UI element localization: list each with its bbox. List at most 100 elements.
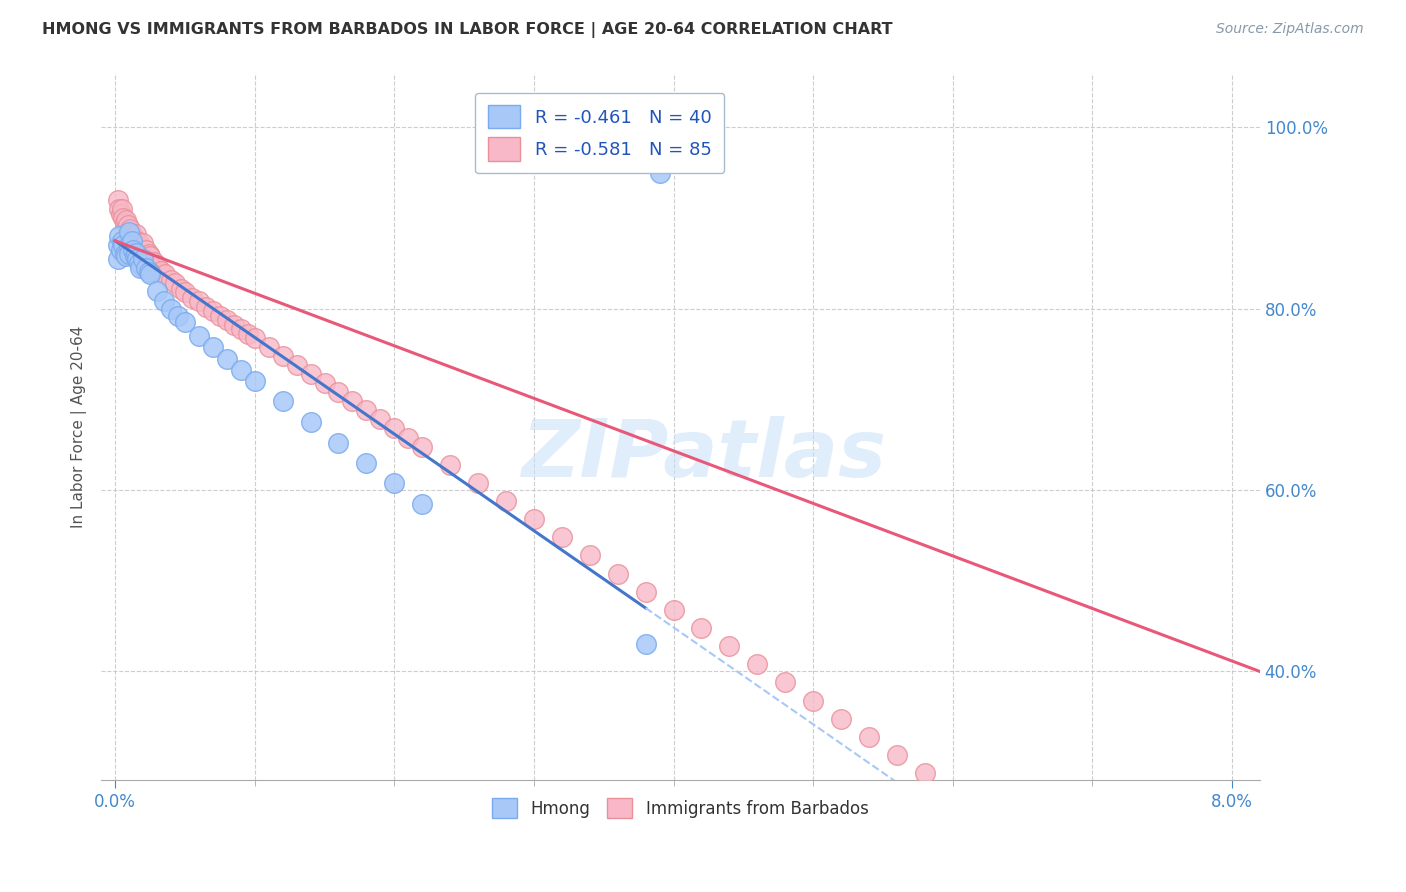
Point (285, 358, 308, 372)
Point (135, 260, 157, 275)
Point (187, 294, 209, 309)
Text: Source: ZipAtlas.com: Source: ZipAtlas.com (1216, 22, 1364, 37)
Point (107, 252, 129, 266)
Text: HMONG VS IMMIGRANTS FROM BARBADOS IN LABOR FORCE | AGE 20-64 CORRELATION CHART: HMONG VS IMMIGRANTS FROM BARBADOS IN LAB… (42, 22, 893, 38)
Point (118, 225, 141, 239)
Point (117, 219, 139, 233)
Text: ZIPatlas: ZIPatlas (522, 416, 886, 494)
Point (128, 256, 150, 270)
Point (160, 273, 183, 287)
Point (914, 766, 936, 780)
Point (801, 693, 824, 707)
Point (146, 284, 169, 298)
Point (942, 869, 965, 883)
Point (718, 639, 741, 653)
Point (129, 260, 152, 275)
Point (118, 225, 141, 239)
Point (139, 249, 162, 263)
Point (495, 494, 517, 508)
Point (108, 202, 131, 216)
Point (257, 340, 280, 354)
Point (111, 202, 134, 216)
Point (122, 231, 145, 245)
Point (165, 277, 187, 291)
Point (229, 363, 252, 377)
Point (174, 315, 197, 329)
Point (170, 282, 193, 296)
Point (107, 193, 129, 207)
Point (114, 247, 136, 261)
Point (125, 227, 148, 242)
Point (578, 549, 600, 563)
Point (129, 240, 152, 254)
Point (439, 458, 461, 472)
Y-axis label: In Labor Force | Age 20-64: In Labor Force | Age 20-64 (72, 326, 87, 528)
Point (132, 260, 155, 275)
Point (634, 637, 657, 651)
Point (243, 374, 266, 388)
Point (118, 247, 141, 261)
Point (167, 309, 190, 323)
Point (411, 440, 433, 454)
Point (160, 301, 183, 316)
Point (342, 394, 364, 409)
Point (115, 213, 138, 227)
Point (187, 329, 209, 343)
Point (150, 263, 173, 277)
Point (382, 475, 405, 490)
Point (606, 566, 628, 581)
Point (174, 285, 197, 300)
Point (122, 243, 145, 257)
Point (328, 436, 350, 450)
Point (314, 376, 336, 390)
Point (138, 247, 160, 261)
Point (1053, 856, 1076, 871)
Point (356, 456, 378, 470)
Point (942, 784, 965, 798)
Point (690, 621, 713, 635)
Point (110, 243, 132, 257)
Point (1081, 875, 1104, 889)
Point (110, 206, 132, 220)
Point (271, 394, 294, 409)
Point (139, 268, 162, 282)
Point (194, 300, 217, 314)
Point (969, 802, 991, 816)
Point (128, 236, 150, 251)
Point (1025, 838, 1047, 853)
Point (138, 265, 160, 279)
Point (120, 222, 142, 236)
Point (143, 254, 166, 268)
Point (125, 245, 148, 260)
Point (858, 730, 880, 744)
Point (382, 421, 405, 435)
Point (236, 327, 259, 342)
Point (411, 497, 433, 511)
Point (125, 247, 148, 261)
Point (111, 234, 134, 248)
Point (215, 351, 238, 366)
Point (271, 349, 294, 363)
Point (243, 331, 266, 345)
Point (135, 243, 157, 257)
Point (328, 385, 350, 400)
Point (127, 252, 149, 266)
Point (155, 268, 177, 282)
Point (299, 367, 322, 381)
Point (115, 249, 138, 263)
Point (222, 318, 245, 332)
Point (108, 229, 131, 244)
Point (551, 530, 574, 544)
Point (396, 430, 419, 444)
Point (356, 403, 378, 417)
Point (121, 234, 143, 248)
Point (124, 249, 146, 263)
Point (201, 340, 224, 354)
Point (132, 252, 155, 266)
Point (229, 322, 252, 336)
Point (648, 166, 671, 180)
Point (997, 821, 1019, 835)
Point (299, 415, 322, 429)
Point (112, 238, 135, 252)
Point (146, 258, 169, 272)
